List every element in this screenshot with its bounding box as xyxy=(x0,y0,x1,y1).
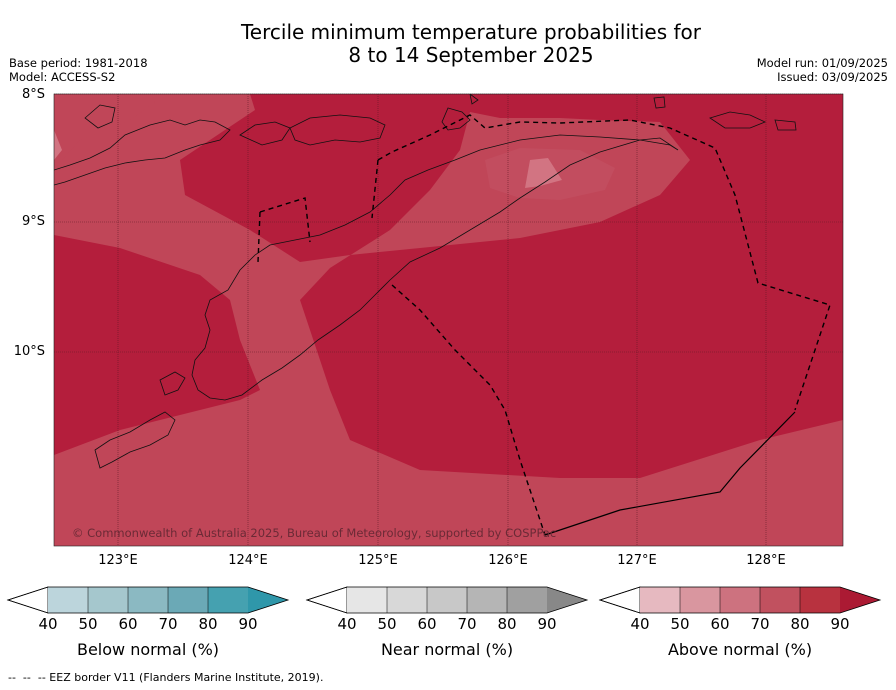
colorbar-near-tick: 50 xyxy=(377,615,397,633)
coastlines xyxy=(54,94,797,469)
colorbar-above-right-arrow xyxy=(840,587,880,613)
colorbar-near-left-arrow xyxy=(305,586,348,614)
lon-label-127e: 127°E xyxy=(617,553,657,568)
eez-west-line xyxy=(371,159,379,219)
colorbar-below-segment xyxy=(208,587,248,613)
wetar-coast xyxy=(709,111,767,129)
colorbar-below-label: Below normal (%) xyxy=(76,640,220,659)
island-a-coast xyxy=(84,104,116,129)
eez-north-line xyxy=(377,114,831,411)
rote-coast xyxy=(159,371,186,396)
eez-solid-line xyxy=(544,411,796,536)
model-run: Model run: 01/09/2025 xyxy=(756,56,888,70)
lat-label-9s: 9°S xyxy=(21,214,45,229)
colorbar-near-tick: 90 xyxy=(537,615,557,633)
islet-coast xyxy=(469,94,479,105)
colorbar-above-tick: 50 xyxy=(670,615,690,633)
colorbar-above-tick: 60 xyxy=(710,615,730,633)
chart-title-line2: 8 to 14 September 2025 xyxy=(348,43,594,67)
field-above-70-80 xyxy=(54,94,843,546)
colorbar-above-left-arrow xyxy=(598,586,641,614)
colorbar-below-tick: 90 xyxy=(238,615,258,633)
colorbar-above-label: Above normal (%) xyxy=(667,640,813,659)
probability-field xyxy=(54,94,843,546)
base-period: Base period: 1981-2018 xyxy=(9,56,148,70)
colorbar-below-tick: 80 xyxy=(198,615,218,633)
colorbar-below-right-arrow xyxy=(248,587,288,613)
colorbar-near-segment xyxy=(427,587,467,613)
model-name: Model: ACCESS-S2 xyxy=(9,70,116,84)
lon-label-125e: 125°E xyxy=(358,553,398,568)
lon-label-124e: 124°E xyxy=(228,553,268,568)
colorbar-below-tick: 70 xyxy=(158,615,178,633)
colorbar-near-right-arrow xyxy=(547,587,587,613)
lon-label-128e: 128°E xyxy=(746,553,786,568)
lon-label-123e: 123°E xyxy=(98,553,138,568)
colorbar-above-tick: 80 xyxy=(790,615,810,633)
colorbar-below-outline xyxy=(6,586,290,614)
colorbar-near-segment xyxy=(347,587,387,613)
colorbar-near-segment xyxy=(467,587,507,613)
colorbar-above-outline xyxy=(598,586,882,614)
colorbar-near-segment xyxy=(387,587,427,613)
colorbar-below-tick: 50 xyxy=(78,615,98,633)
colorbar-near-segment xyxy=(507,587,547,613)
colorbar-above-tick: 70 xyxy=(750,615,770,633)
colorbar-above-segment xyxy=(680,587,720,613)
eez-legend-footer: -- -- -- EEZ border V11 (Flanders Marine… xyxy=(8,671,324,684)
island-d-coast xyxy=(653,96,666,109)
colorbar-above-tick: 90 xyxy=(830,615,850,633)
alor-coast xyxy=(289,114,386,146)
eez-south-line xyxy=(391,284,546,536)
colorbar-above xyxy=(598,586,882,614)
island-c-coast xyxy=(774,119,797,131)
colorbar-near-tick: 40 xyxy=(337,615,357,633)
colorbar-above-segment xyxy=(800,587,840,613)
colorbar-below-segment xyxy=(128,587,168,613)
colorbar-below-segment xyxy=(168,587,208,613)
eez-border xyxy=(257,114,831,536)
sumba-coast xyxy=(94,411,176,469)
map-frame xyxy=(53,93,844,547)
colorbar-near-label: Near normal (%) xyxy=(380,640,514,659)
field-70-80-corner xyxy=(110,94,155,120)
colorbar-near-tick: 70 xyxy=(457,615,477,633)
lat-label-10s: 10°S xyxy=(13,344,45,359)
lat-label-8s: 8°S xyxy=(21,87,45,102)
eez-oecusse-line xyxy=(259,197,311,243)
flores-coast xyxy=(54,119,231,186)
atauro-coast xyxy=(441,107,471,131)
colorbar-below-tick: 40 xyxy=(38,615,58,633)
colorbar-above-tick: 40 xyxy=(630,615,650,633)
field-above-60-70 xyxy=(525,158,562,188)
field-above-60-70-west xyxy=(54,130,62,160)
colorbar-above-segment xyxy=(720,587,760,613)
colorbar-near-outline xyxy=(305,586,589,614)
colorbar-below-segment xyxy=(88,587,128,613)
lon-label-126e: 126°E xyxy=(488,553,528,568)
colorbar-above-segment xyxy=(640,587,680,613)
colorbar-near-tick: 80 xyxy=(497,615,517,633)
colorbar-below-segment xyxy=(48,587,88,613)
timor-coast xyxy=(191,134,679,401)
colorbar-near xyxy=(305,586,589,614)
colorbar-near-tick: 60 xyxy=(417,615,437,633)
eez-solid xyxy=(544,411,796,536)
colorbar-below xyxy=(6,586,290,614)
colorbar-below-tick: 60 xyxy=(118,615,138,633)
issued-date: Issued: 03/09/2025 xyxy=(777,70,888,84)
colorbars xyxy=(6,586,882,614)
colorbar-above-segment xyxy=(760,587,800,613)
colorbar-below-left-arrow xyxy=(6,586,49,614)
copyright-text: © Commonwealth of Australia 2025, Bureau… xyxy=(72,526,557,540)
chart-title-line1: Tercile minimum temperature probabilitie… xyxy=(240,20,702,44)
